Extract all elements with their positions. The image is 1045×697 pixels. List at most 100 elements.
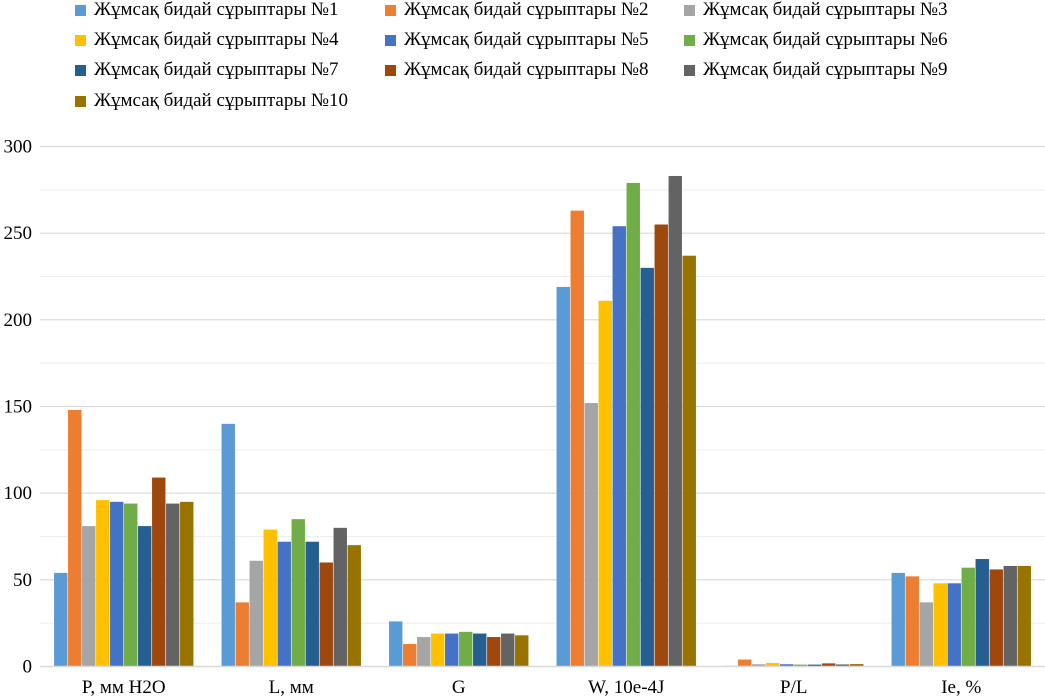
x-tick-label: P/L [780,677,807,697]
bar-series-6-5 [961,567,975,667]
bar-series-9-0 [166,503,180,667]
bar-series-10-3 [682,255,696,667]
y-tick-label: 50 [13,570,32,591]
legend-item: Жұмсақ бидай сұрыптары №2 [385,0,648,20]
bar-series-9-2 [501,633,515,667]
bar-series-10-2 [515,635,529,667]
legend-swatch [684,34,695,46]
bar-series-3-1 [249,560,263,667]
y-tick-label: 200 [4,310,33,331]
legend-swatch [75,4,86,16]
bar-series-10-0 [180,501,194,667]
bar-series-7-2 [473,633,487,667]
bar-series-5-2 [445,633,459,667]
bar-series-5-5 [947,583,961,667]
legend-swatch [75,34,86,46]
bar-series-10-5 [1017,565,1031,667]
y-tick-label: 100 [4,483,33,504]
bar-series-8-5 [989,569,1003,667]
legend-item: Жұмсақ бидай сұрыптары №3 [684,0,947,20]
bar-series-2-1 [235,602,249,667]
legend-label: Жұмсақ бидай сұрыптары №5 [404,29,649,50]
y-tick-label: 300 [4,137,33,158]
bar-series-7-1 [305,541,319,667]
legend-label: Жұмсақ бидай сұрыптары №8 [404,59,649,80]
legend-label: Жұмсақ бидай сұрыптары №9 [703,59,948,80]
bar-series-4-0 [96,500,110,667]
bar-series-2-0 [68,409,82,667]
x-tick-label: W, 10e-4J [588,677,664,697]
bar-series-3-3 [584,403,598,667]
legend-swatch [385,4,396,16]
y-tick-label: 0 [23,657,33,678]
bar-series-10-4 [850,664,864,667]
legend-item: Жұмсақ бидай сұрыптары №1 [75,0,338,20]
bar-series-8-3 [654,224,668,667]
y-tick-label: 250 [4,223,33,244]
bar-series-8-1 [319,562,333,667]
legend-swatch [75,64,86,76]
bar-series-5-0 [110,501,124,667]
bar-series-6-1 [291,519,305,667]
legend-label: Жұмсақ бидай сұрыптары №7 [94,59,339,80]
legend-item: Жұмсақ бидай сұрыптары №7 [75,59,339,80]
bar-series-6-4 [794,664,808,667]
bar-series-6-0 [124,503,138,667]
legend-swatch [684,4,695,16]
bar-series-2-2 [403,643,417,667]
x-tick-label: L, мм [269,677,314,697]
x-tick-label: P, мм H2O [82,677,166,697]
legend-label: Жұмсақ бидай сұрыптары №4 [94,29,339,50]
bar-series-1-1 [221,423,235,667]
legend-item: Жұмсақ бидай сұрыптары №6 [684,29,948,50]
bar-series-7-5 [975,559,989,667]
legend-label: Жұмсақ бидай сұрыптары №6 [703,29,948,50]
bar-series-4-5 [933,583,947,667]
legend-item: Жұмсақ бидай сұрыптары №9 [684,59,948,80]
bar-series-9-1 [333,527,347,667]
legend-swatch [385,34,396,46]
legend-swatch [684,64,695,76]
x-tick-label: G [452,677,466,697]
bar-series-3-2 [417,637,431,667]
bar-series-4-1 [263,529,277,667]
bar-series-4-2 [431,633,445,667]
legend-swatch [75,95,86,107]
bar-series-5-4 [780,664,794,667]
bar-series-8-2 [487,637,501,667]
legend-label: Жұмсақ бидай сұрыптары №2 [404,0,649,20]
bar-series-8-4 [822,663,836,667]
bar-series-4-3 [598,300,612,667]
legend-label: Жұмсақ бидай сұрыптары №1 [94,0,339,20]
bar-series-9-5 [1003,565,1017,667]
bar-series-5-1 [277,541,291,667]
legend-item: Жұмсақ бидай сұрыптары №10 [75,90,348,111]
bar-series-1-5 [891,572,905,667]
bar-series-2-5 [905,576,919,667]
bar-series-1-0 [54,572,68,667]
bar-series-8-0 [152,477,166,667]
legend-label: Жұмсақ бидай сұрыптары №10 [94,90,348,111]
bar-series-9-3 [668,175,682,667]
x-tick-label: Ie, % [941,677,981,697]
bar-series-2-4 [738,659,752,667]
bars [54,175,1031,667]
gridlines [40,145,1045,624]
bar-series-7-3 [640,267,654,667]
bar-series-7-0 [138,526,152,667]
bar-series-6-3 [626,182,640,667]
legend-swatch [385,64,396,76]
legend-item: Жұмсақ бидай сұрыптары №4 [75,29,339,50]
bar-series-4-4 [766,663,780,667]
bar-series-5-3 [612,226,626,667]
legend-item: Жұмсақ бидай сұрыптары №5 [385,29,649,50]
bar-series-10-1 [347,545,361,667]
chart-legend: Жұмсақ бидай сұрыптары №1 Жұмсақ бидай сұ… [0,0,1045,130]
legend-label: Жұмсақ бидай сұрыптары №3 [703,0,948,20]
bar-series-1-2 [389,621,403,667]
bar-series-7-4 [808,664,822,667]
bar-series-3-0 [82,526,96,667]
bar-series-3-5 [919,602,933,667]
bar-series-9-4 [836,664,850,667]
